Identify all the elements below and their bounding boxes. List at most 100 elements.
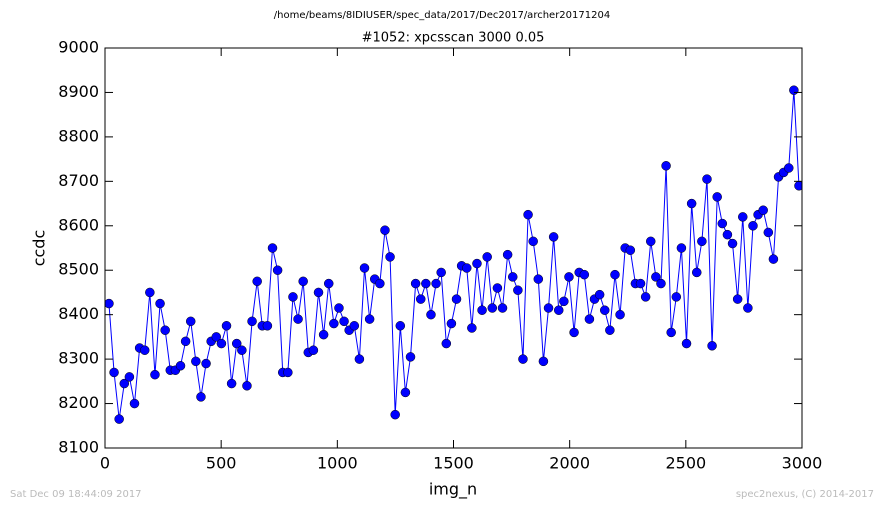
marker (671, 292, 682, 302)
marker (293, 314, 303, 324)
marker (482, 252, 492, 262)
marker (528, 236, 538, 247)
marker (513, 285, 523, 295)
chart-title: #1052: xpcsscan 3000 0.05 (362, 31, 545, 46)
marker (415, 294, 426, 304)
marker (635, 278, 646, 289)
marker (201, 358, 211, 369)
marker (180, 336, 191, 347)
marker (375, 278, 385, 289)
series-line (108, 90, 800, 420)
x-tick-label: 3000 (782, 454, 823, 473)
marker (564, 272, 574, 282)
marker (405, 352, 416, 362)
marker (610, 269, 620, 280)
marker (584, 314, 595, 324)
axes-frame (104, 47, 803, 449)
marker (661, 161, 671, 171)
marker (216, 338, 227, 349)
marker (318, 329, 329, 340)
marker (548, 232, 559, 242)
marker (175, 361, 186, 371)
marker (727, 238, 738, 249)
marker (518, 354, 528, 364)
marker (523, 209, 533, 220)
marker (119, 378, 130, 389)
marker (594, 289, 605, 300)
y-tick-label: 8800 (58, 126, 99, 145)
x-axis-label: img_n (429, 480, 477, 500)
marker (676, 243, 687, 253)
marker (390, 409, 400, 420)
marker (426, 309, 436, 320)
marker (467, 323, 477, 333)
marker (666, 327, 676, 338)
marker (211, 332, 222, 342)
marker (323, 278, 334, 289)
marker (145, 287, 155, 298)
marker (579, 269, 590, 280)
marker (288, 292, 298, 302)
marker (472, 258, 482, 269)
marker (722, 229, 733, 240)
marker (359, 263, 370, 273)
marker (487, 303, 498, 313)
marker (605, 325, 615, 335)
marker (380, 225, 390, 235)
marker (559, 296, 569, 307)
y-tick-label: 8300 (58, 349, 99, 368)
marker (334, 303, 344, 313)
marker (221, 321, 232, 331)
marker (313, 287, 324, 298)
marker (686, 198, 697, 209)
marker (738, 212, 748, 222)
marker (267, 243, 278, 253)
marker (599, 305, 610, 315)
marker (129, 398, 140, 409)
marker (272, 265, 283, 275)
marker (646, 236, 656, 247)
marker (298, 276, 308, 287)
marker (743, 303, 753, 313)
marker (385, 252, 395, 262)
marker (329, 318, 339, 329)
marker (692, 267, 702, 278)
footer-right: spec2nexus, (C) 2014-2017 (736, 489, 874, 500)
marker (400, 387, 411, 398)
y-tick-label: 8200 (58, 393, 99, 412)
suptitle: /home/beams/8IDIUSER/spec_data/2017/Dec2… (274, 10, 610, 21)
marker (789, 85, 799, 95)
marker (651, 272, 661, 282)
marker (538, 356, 549, 367)
marker (231, 338, 242, 349)
marker (349, 321, 360, 331)
marker (763, 227, 774, 238)
x-tick-label: 0 (100, 454, 110, 473)
marker (697, 236, 707, 247)
marker (477, 305, 487, 315)
y-tick-label: 8100 (58, 438, 99, 457)
marker (553, 305, 564, 315)
x-tick-label: 2500 (665, 454, 706, 473)
marker (615, 309, 625, 320)
marker (717, 218, 728, 229)
marker (732, 294, 743, 304)
y-tick-label: 8900 (58, 82, 99, 101)
marker (712, 192, 722, 202)
y-tick-label: 8700 (58, 171, 99, 190)
marker (758, 205, 768, 215)
marker (364, 314, 375, 324)
marker (502, 249, 513, 260)
marker (421, 278, 431, 289)
marker (543, 303, 554, 313)
marker (196, 392, 206, 402)
marker (105, 298, 114, 309)
marker (451, 294, 462, 304)
marker (191, 356, 201, 367)
marker (707, 341, 717, 351)
marker (768, 254, 779, 264)
marker (656, 278, 666, 289)
marker (185, 316, 196, 327)
marker (507, 272, 518, 282)
